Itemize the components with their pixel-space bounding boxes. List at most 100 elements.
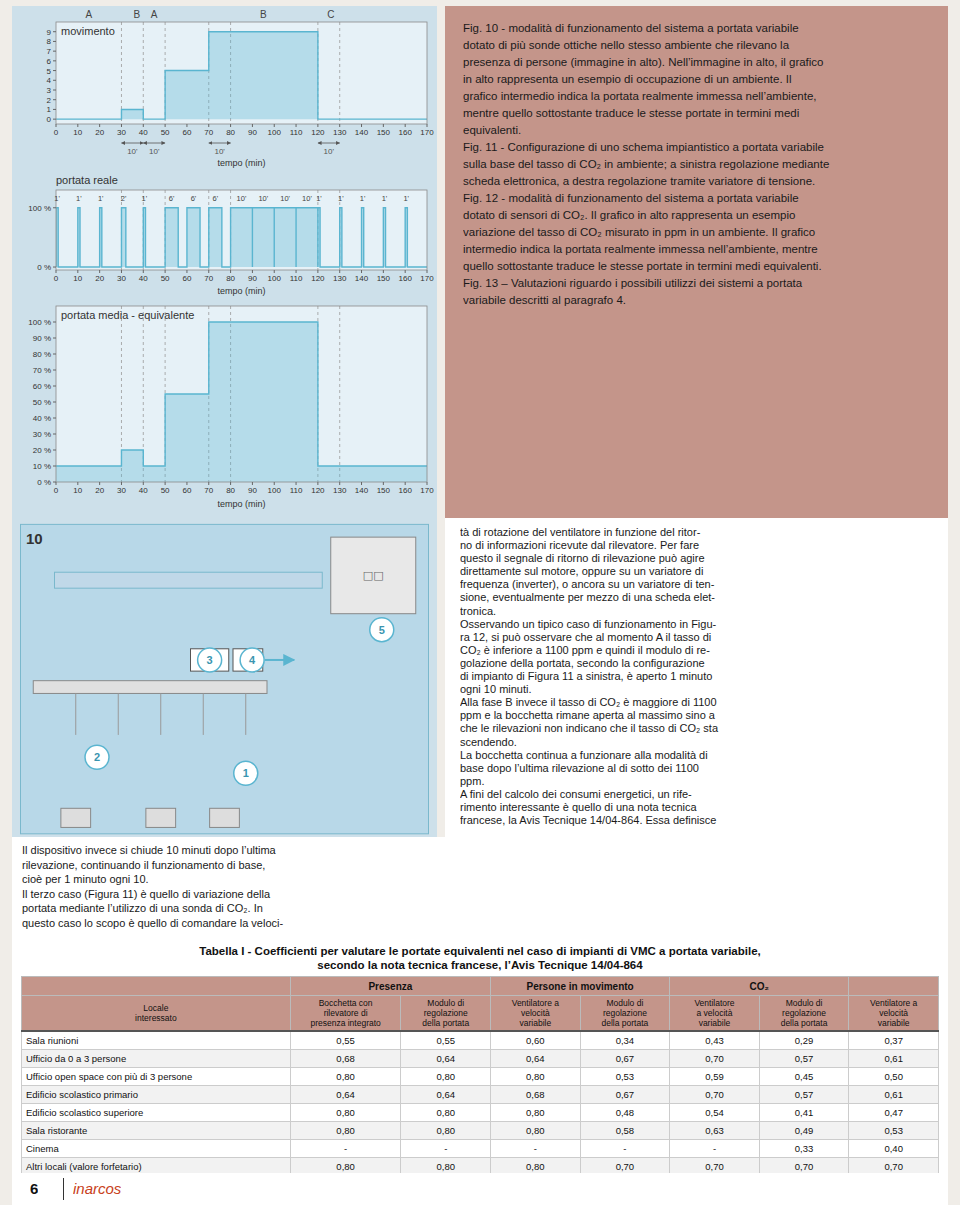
table-cell: 0,53 xyxy=(580,1068,670,1086)
y-tick xyxy=(53,338,56,339)
body-text: Il dispositivo invece si chiude 10 minut… xyxy=(22,843,622,930)
bracket-label: 10' xyxy=(127,147,138,156)
reference-line xyxy=(339,306,340,482)
table-cell: 0,64 xyxy=(290,1086,401,1104)
row-label: Edificio scolastico superiore xyxy=(22,1104,291,1122)
data-group xyxy=(56,22,427,124)
annotation: 10' xyxy=(302,194,312,203)
table-cell: 0,43 xyxy=(670,1031,760,1050)
x-tick-label: 20 xyxy=(95,274,104,283)
x-tick xyxy=(405,482,406,485)
table-cell: 0,80 xyxy=(290,1068,401,1086)
row-label: Cinema xyxy=(22,1140,291,1158)
caption-panel: Fig. 10 - modalità di funzionamento del … xyxy=(445,6,948,518)
drop xyxy=(160,693,161,734)
x-tick-label: 120 xyxy=(311,128,325,137)
chart-panel: 0123456789010203040506070809010011012013… xyxy=(12,6,437,518)
x-axis-label: tempo (min) xyxy=(217,158,265,168)
table-cell: 0,40 xyxy=(849,1140,939,1158)
table-cell: 0,70 xyxy=(580,1158,670,1174)
table-cell: 0,61 xyxy=(849,1086,939,1104)
table-cell: 0,64 xyxy=(491,1050,581,1068)
y-tick-label: 100 % xyxy=(28,204,51,213)
y-tick-label: 0 xyxy=(47,115,52,124)
table-cell: 0,50 xyxy=(849,1068,939,1086)
body-line: direttamente sul motore, oppure su un va… xyxy=(460,565,940,578)
table-body: Sala riunioni0,550,550,600,340,430,290,3… xyxy=(22,1031,939,1173)
annotation: 1' xyxy=(142,194,148,203)
x-tick xyxy=(165,124,166,127)
bracket xyxy=(143,143,165,144)
caption-line: intermedio indica la portata realmente i… xyxy=(463,241,943,258)
callout-circle xyxy=(85,745,109,769)
table-cell: 0,67 xyxy=(580,1050,670,1068)
x-tick-label: 120 xyxy=(311,274,325,283)
y-tick xyxy=(53,322,56,323)
annotation: 1' xyxy=(316,194,322,203)
diffuser xyxy=(33,681,267,694)
diagram-svg: □□1234510 xyxy=(12,518,437,837)
group-header: Presenza xyxy=(290,977,490,996)
plot-area xyxy=(56,190,427,270)
data-group xyxy=(56,190,427,270)
y-tick-label: 0 % xyxy=(37,263,51,272)
caption-line: Fig. 13 – Valutazioni riguardo i possibi… xyxy=(463,275,943,292)
table-cell: 0,29 xyxy=(759,1031,849,1050)
x-tick xyxy=(252,482,253,485)
x-tick xyxy=(405,124,406,127)
x-tick-label: 110 xyxy=(290,128,303,137)
table-subtitle: secondo la nota tecnica francese, l’Avis… xyxy=(21,958,939,972)
column-header: Locale interessato xyxy=(22,996,291,1032)
table-cell: 0,33 xyxy=(759,1140,849,1158)
x-tick xyxy=(339,270,340,273)
room xyxy=(21,524,429,833)
x-tick xyxy=(165,482,166,485)
x-tick-label: 90 xyxy=(248,274,257,283)
plot-frame xyxy=(56,190,427,270)
x-tick xyxy=(317,270,318,273)
x-tick xyxy=(361,482,362,485)
group-header-empty xyxy=(22,977,291,996)
y-tick xyxy=(53,370,56,371)
x-tick-label: 50 xyxy=(161,274,170,283)
table-cell: 0,80 xyxy=(401,1068,491,1086)
column-header-row: Locale interessatoBocchetta con rilevato… xyxy=(22,996,939,1032)
x-tick xyxy=(165,270,166,273)
callout-circle xyxy=(370,618,394,642)
table-cell: 0,63 xyxy=(670,1122,760,1140)
annotation: 1' xyxy=(76,194,82,203)
caption-line: Fig. 11 - Configurazione di uno schema i… xyxy=(463,139,943,156)
x-tick-label: 90 xyxy=(248,486,257,495)
y-tick-label: 10 % xyxy=(33,462,51,471)
x-tick xyxy=(121,124,122,127)
table-row: Sala ristorante0,800,800,800,580,630,490… xyxy=(22,1122,939,1140)
table-cell: 0,53 xyxy=(849,1122,939,1140)
table-cell: 0,70 xyxy=(759,1158,849,1174)
table-cell: 0,37 xyxy=(849,1031,939,1050)
body-line: questo il segnale di ritorno di rilevazi… xyxy=(460,552,940,565)
x-tick xyxy=(296,124,297,127)
table-cell: - xyxy=(670,1140,760,1158)
x-tick xyxy=(99,270,100,273)
page-footer: inarcos xyxy=(73,1179,121,1199)
caption-line: grafico intermedio indica la portata rea… xyxy=(463,88,943,105)
x-tick-label: 10 xyxy=(73,486,82,495)
table-cell: 0,64 xyxy=(401,1086,491,1104)
series-line xyxy=(56,322,427,466)
body-line: che le rilevazioni non indicano che il t… xyxy=(460,722,940,735)
x-tick xyxy=(252,270,253,273)
table-cell: 0,70 xyxy=(670,1086,760,1104)
x-tick-label: 20 xyxy=(95,128,104,137)
x-tick-label: 60 xyxy=(182,274,191,283)
y-tick-label: 90 % xyxy=(33,334,51,343)
x-tick-label: 30 xyxy=(117,274,126,283)
annotation: 2' xyxy=(121,194,127,203)
x-tick xyxy=(56,482,57,485)
area-fill xyxy=(56,208,427,267)
y-tick-label: 3 xyxy=(47,86,52,95)
x-tick xyxy=(208,270,209,273)
x-tick xyxy=(296,482,297,485)
x-tick-label: 60 xyxy=(182,486,191,495)
x-tick-label: 0 xyxy=(54,486,59,495)
x-tick-label: 0 xyxy=(54,128,59,137)
